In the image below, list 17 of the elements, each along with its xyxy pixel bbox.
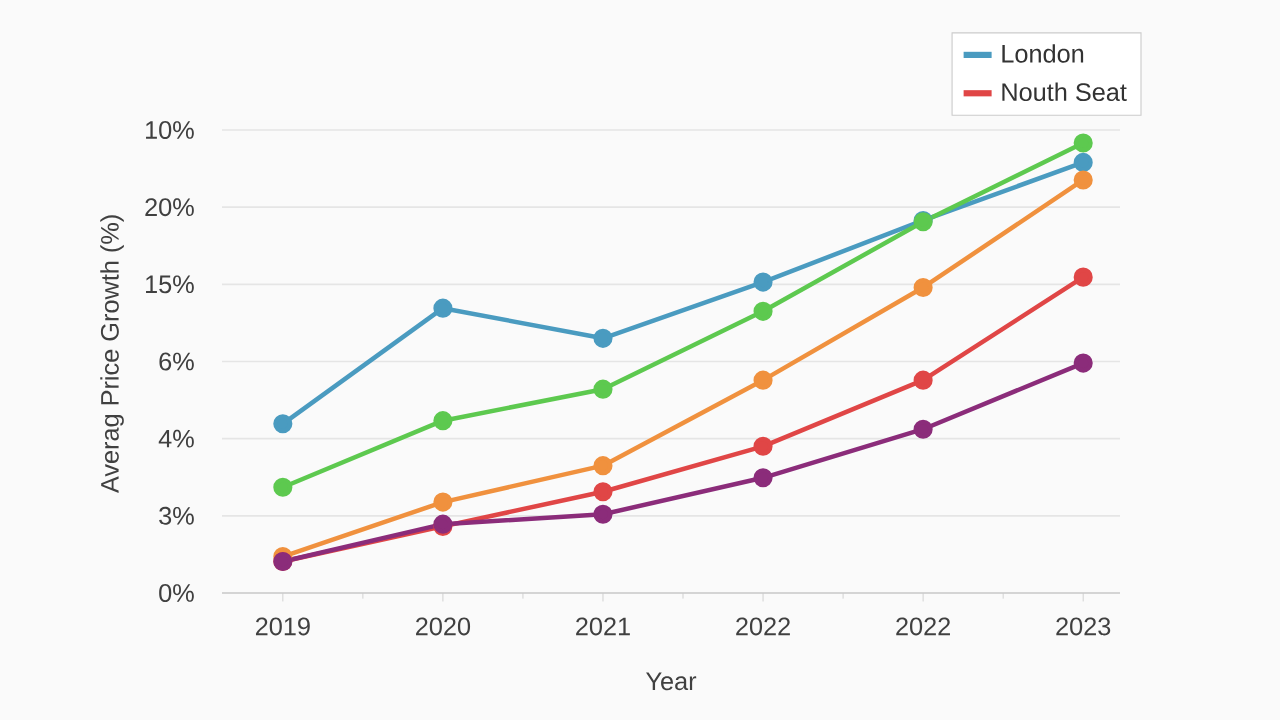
legend-label: London <box>1002 44 1084 63</box>
text: 3% <box>159 506 194 525</box>
text: 6% <box>159 352 194 371</box>
x-tick-label: 2022 <box>896 617 950 636</box>
x-tick-label: 2021 <box>576 617 630 636</box>
x-tick-label: 2020 <box>416 617 471 636</box>
text: 10% <box>146 121 194 139</box>
text: 15% <box>146 275 194 294</box>
legend-label: Nouth Seat <box>1002 82 1127 102</box>
x-tick-label: 2022 <box>736 617 790 636</box>
text: 20% <box>145 198 194 217</box>
x-tick-label: 2023 <box>1056 617 1111 636</box>
text: 0% <box>159 584 194 602</box>
x-axis-title: Year <box>646 672 697 691</box>
text: 4% <box>158 429 194 448</box>
x-tick-label: 2019 <box>255 617 310 636</box>
y-axis-title: Averag Price Growth (%) <box>100 215 124 494</box>
